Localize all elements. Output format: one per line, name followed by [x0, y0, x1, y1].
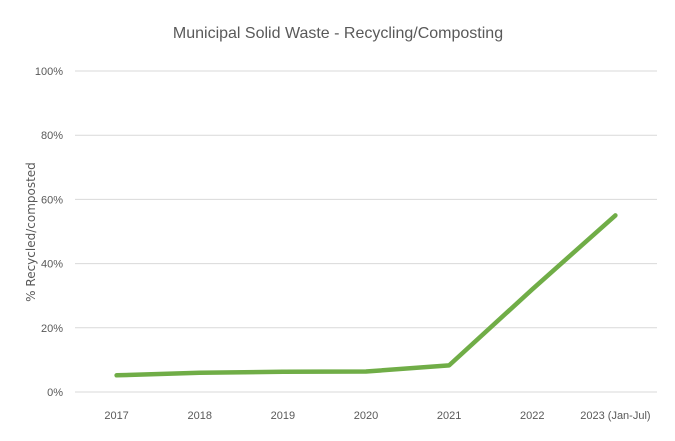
series-line-0 [114, 213, 618, 378]
grid-lines [75, 70, 657, 393]
x-tick-label: 2022 [520, 410, 544, 422]
x-tick-label: 2019 [271, 410, 295, 422]
y-axis-label: % Recycled/composted [24, 162, 38, 302]
x-tick-label: 2017 [104, 410, 128, 422]
y-tick-label: 60% [41, 194, 63, 206]
x-tick-label: 2023 (Jan-Jul) [580, 410, 650, 422]
y-tick-label: 20% [41, 323, 63, 335]
y-tick-label: 40% [41, 259, 63, 271]
x-axis-ticks: 2017 2018 2019 2020 2021 2022 2023 (Jan-Jul) [104, 410, 650, 422]
x-tick-label: 2021 [437, 410, 461, 422]
x-tick-label: 2020 [354, 410, 378, 422]
y-tick-label: 0% [47, 387, 63, 399]
x-tick-label: 2018 [187, 410, 211, 422]
chart-title: Municipal Solid Waste - Recycling/Compos… [173, 25, 503, 42]
y-tick-label: 80% [41, 130, 63, 142]
series-layer [114, 213, 618, 378]
y-tick-label: 100% [35, 66, 63, 78]
y-axis-ticks: 0% 20% 40% 60% 80% 100% [35, 66, 63, 399]
